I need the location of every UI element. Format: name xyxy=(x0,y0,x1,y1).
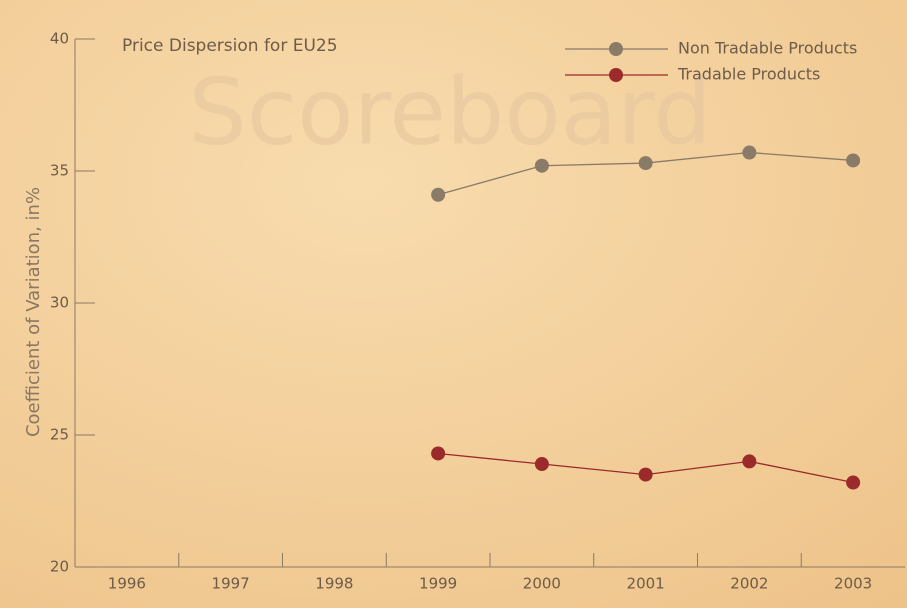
legend-label: Tradable Products xyxy=(677,65,820,84)
data-point xyxy=(431,446,445,460)
chart-title: Price Dispersion for EU25 xyxy=(122,36,338,56)
data-point xyxy=(639,468,653,482)
legend-marker xyxy=(609,68,623,82)
data-point xyxy=(846,153,860,167)
y-axis-label: Coefficient of Variation, in% xyxy=(23,187,44,437)
data-point xyxy=(742,146,756,160)
y-tick-label: 20 xyxy=(50,558,69,576)
x-tick-label: 1998 xyxy=(315,575,353,593)
legend-marker xyxy=(609,42,623,56)
data-point xyxy=(742,454,756,468)
data-point xyxy=(639,156,653,170)
y-tick-label: 25 xyxy=(50,426,69,444)
data-point xyxy=(846,476,860,490)
x-tick-label: 1996 xyxy=(108,575,146,593)
x-tick-label: 2001 xyxy=(627,575,665,593)
x-tick-label: 2000 xyxy=(523,575,561,593)
data-point xyxy=(535,457,549,471)
x-tick-label: 1999 xyxy=(419,575,457,593)
x-tick-label: 2003 xyxy=(834,575,872,593)
y-tick-label: 30 xyxy=(50,294,69,312)
chart: Scoreboard Price Dispersion for EU25 Coe… xyxy=(0,0,907,608)
y-tick-label: 40 xyxy=(50,30,69,48)
legend-label: Non Tradable Products xyxy=(678,39,857,58)
data-point xyxy=(535,159,549,173)
x-tick-label: 2002 xyxy=(730,575,768,593)
y-tick-label: 35 xyxy=(50,162,69,180)
data-point xyxy=(431,188,445,202)
x-tick-label: 1997 xyxy=(212,575,250,593)
